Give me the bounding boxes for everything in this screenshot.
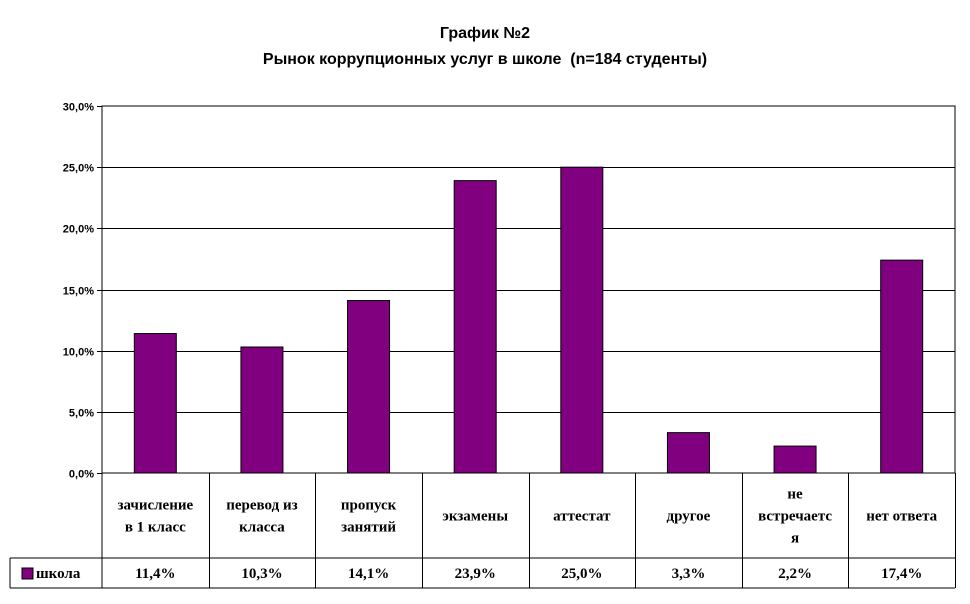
- category-label-line: не: [787, 487, 803, 503]
- plot-frame: [101, 105, 956, 474]
- category-label: зачисление в 1 класс: [117, 498, 193, 536]
- y-tick-label: 0,0%: [69, 469, 94, 481]
- data-label: 25,0%: [561, 566, 602, 582]
- category-label-line: другое: [667, 509, 711, 525]
- data-label: 3,3%: [672, 566, 706, 582]
- category-label-line: класса: [239, 520, 285, 536]
- category-label-line: я: [791, 531, 799, 547]
- category-label-line: экзамены: [442, 509, 508, 525]
- category-label-line: аттестат: [553, 509, 611, 525]
- category-label: нет ответа: [866, 509, 937, 525]
- category-label: не встречаетс я: [758, 487, 832, 547]
- category-label-line: пропуск: [341, 498, 397, 514]
- bar: [240, 346, 284, 474]
- data-label: 2,2%: [778, 566, 812, 582]
- data-label: 17,4%: [881, 566, 922, 582]
- chart-subtitle: Рынок коррупционных услуг в школе (n=184…: [263, 51, 707, 68]
- y-tick-label: 20,0%: [63, 224, 94, 236]
- y-tick-label: 30,0%: [63, 102, 94, 114]
- category-label-line: перевод из: [226, 498, 297, 514]
- y-tick-label: 5,0%: [69, 408, 94, 420]
- data-label: 10,3%: [241, 566, 282, 582]
- data-label: 11,4%: [135, 566, 175, 582]
- category-label: экзамены: [442, 509, 508, 525]
- category-label-line: в 1 класс: [125, 520, 186, 536]
- y-tick-label: 15,0%: [63, 286, 94, 298]
- category-label-line: нет ответа: [866, 509, 937, 525]
- legend-swatch: [21, 567, 34, 580]
- y-axis-ticks: 0,0% 5,0% 10,0% 15,0% 20,0% 25,0% 30,0%: [63, 102, 102, 481]
- category-label: перевод из класса: [226, 498, 297, 536]
- category-label: пропуск занятий: [341, 498, 397, 536]
- bar: [666, 432, 710, 474]
- data-label: 14,1%: [348, 566, 389, 582]
- bars: [133, 166, 924, 474]
- bar: [560, 166, 604, 474]
- grid-lines: [101, 105, 956, 474]
- category-label-line: занятий: [341, 520, 396, 536]
- bar: [453, 180, 497, 474]
- bar: [133, 333, 177, 474]
- legend-label: школа: [36, 566, 81, 582]
- bar: [773, 445, 817, 474]
- bar: [880, 259, 924, 474]
- y-tick-label: 10,0%: [63, 347, 94, 359]
- y-tick-label: 25,0%: [63, 163, 94, 175]
- chart-title: График №2: [440, 25, 530, 42]
- category-label-line: зачисление: [117, 498, 193, 514]
- data-label: 23,9%: [455, 566, 496, 582]
- category-label: другое: [667, 509, 711, 525]
- category-label-line: встречаетс: [758, 509, 832, 525]
- bar: [347, 300, 391, 474]
- category-label: аттестат: [553, 509, 611, 525]
- data-table: зачисление в 1 класс перевод из класса пропу…: [9, 473, 956, 589]
